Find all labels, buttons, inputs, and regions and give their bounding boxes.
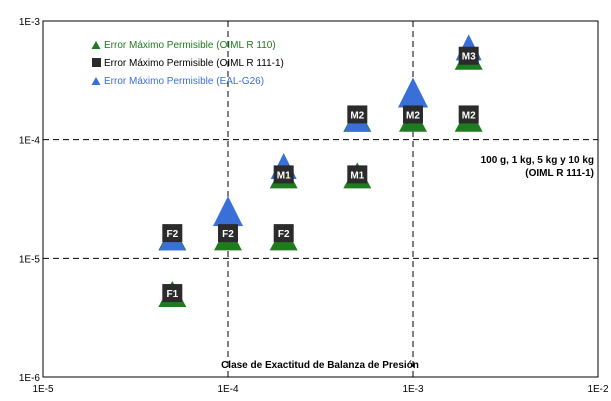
data-marks: F1 F2 F2 F2 M1 M1 M2 M2 M2 M3: [158, 34, 483, 308]
annotation-standard: (OIML R 111-1): [525, 168, 594, 179]
x-tick-label: 1E-4: [217, 384, 239, 395]
class-label: M2: [406, 110, 420, 121]
oiml-r111-marker: [458, 105, 479, 124]
eal-g26-marker: [398, 77, 428, 108]
eal-g26-marker: [213, 196, 243, 227]
class-label: M2: [350, 110, 364, 121]
y-tick-label: 1E-3: [19, 17, 41, 28]
y-tick-labels: 1E-6 1E-5 1E-4 1E-3: [19, 17, 41, 384]
oiml-r111-marker: [347, 105, 368, 124]
legend: Error Máximo Permisible (OIML R 110) Erro…: [91, 40, 284, 87]
oiml-r111-marker: [162, 284, 183, 303]
y-tick-label: 1E-6: [19, 373, 41, 384]
class-label: F2: [222, 229, 234, 240]
oiml-r111-marker: [218, 224, 238, 243]
oiml-r111-marker: [458, 46, 479, 65]
class-label: F1: [166, 289, 178, 300]
annotation-masses: 100 g, 1 kg, 5 kg y 10 kg: [481, 155, 594, 166]
class-label: M1: [277, 170, 291, 181]
legend-marker: [91, 77, 101, 85]
annotations: 100 g, 1 kg, 5 kg y 10 kg (OIML R 111-1)…: [221, 155, 594, 371]
y-tick-label: 1E-4: [19, 136, 41, 147]
oiml-r111-marker: [162, 224, 183, 243]
oiml-r111-marker: [347, 165, 368, 184]
oiml-r111-marker: [273, 224, 294, 243]
plot-area: [42, 20, 599, 378]
x-tick-label: 1E-5: [32, 384, 54, 395]
class-label: F2: [278, 229, 290, 240]
class-label: M2: [462, 110, 476, 121]
grid: [43, 21, 598, 377]
legend-label: Error Máximo Permisible (OIML R 110): [104, 40, 276, 51]
y-tick-label: 1E-5: [19, 254, 41, 265]
oiml-r111-marker: [403, 105, 423, 124]
legend-marker: [91, 41, 101, 49]
legend-label: Error Máximo Permisible (EAL-G26): [104, 76, 264, 87]
x-tick-labels: 1E-5 1E-4 1E-3 1E-2: [32, 384, 609, 395]
x-tick-label: 1E-3: [402, 384, 424, 395]
x-tick-label: 1E-2: [587, 384, 609, 395]
class-label: M1: [350, 170, 364, 181]
annotation-x-title: Clase de Exactitud de Balanza de Presión: [221, 360, 419, 371]
legend-marker: [92, 58, 101, 67]
oiml-r111-marker: [273, 165, 294, 184]
class-label: M3: [462, 52, 476, 63]
class-label: F2: [166, 229, 178, 240]
legend-label: Error Máximo Permisible (OIML R 111-1): [104, 58, 284, 69]
